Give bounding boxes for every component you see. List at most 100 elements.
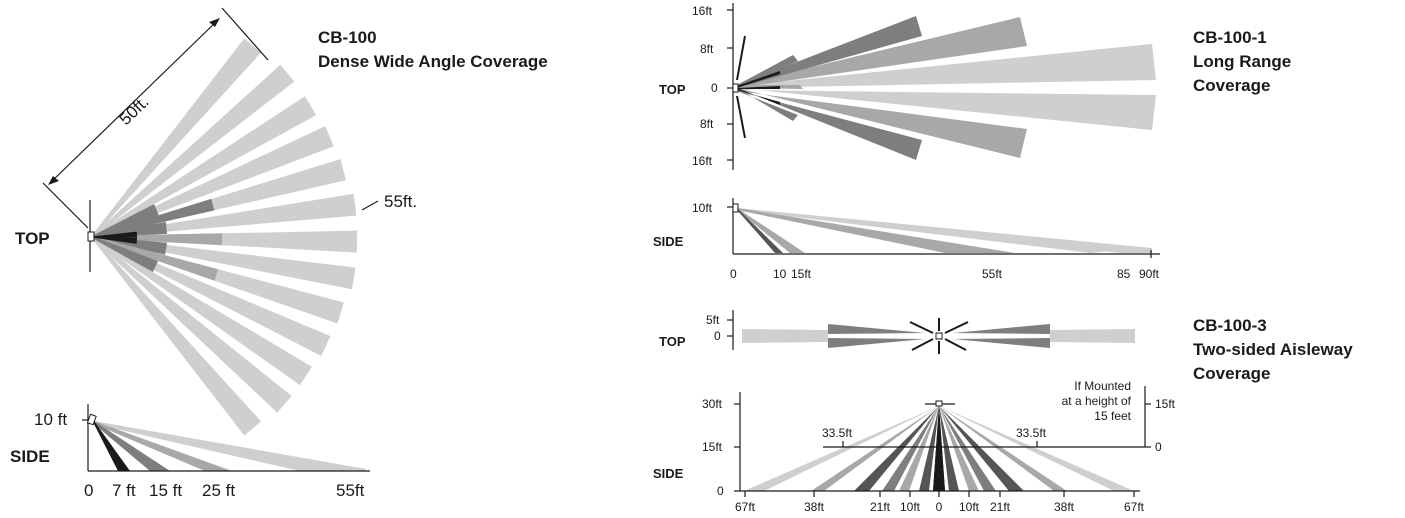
cb1003-spike [911,338,934,351]
cb1003-top-label: TOP [659,334,686,349]
cb1003-side-beam [939,406,979,491]
cb100-ext-line-b [221,7,269,61]
cb1001-panel: CB-100-1 Long Range Coverage 16ft 8ft 0 … [653,3,1291,281]
cb1001-bracket-top [736,35,746,81]
cb1003-side-beam [939,406,1134,491]
cb100-arrowhead-a [48,176,59,185]
cb1003-note-line2: at a height of [1062,394,1132,408]
cb100-x-tick-7: 7 ft [112,481,136,500]
cb1003-beam [953,324,1050,334]
cb1003-beam [1050,329,1135,343]
cb100-top-label: TOP [15,229,50,248]
cb1003-spike [944,338,967,351]
cb1001-top-label: TOP [659,82,686,97]
cb100-beam-inner [91,236,219,281]
cb100-beam [91,236,312,386]
cb1001-beam [737,17,1027,88]
cb1003-x-38-right: 38ft [1054,500,1075,514]
cb1001-y-16ft-a: 16ft [692,4,713,18]
cb1001-side-beam [737,208,805,253]
cb1003-side-beams [744,406,1134,491]
cb1001-x-10: 10 [773,267,787,281]
cb100-beam [91,64,295,238]
cb100-55-leader [361,200,379,211]
cb1001-side-beam [737,208,1152,253]
cb1003-x-0: 0 [936,500,943,514]
cb1003-x-67-left: 67ft [735,500,756,514]
cb1001-side-beam [737,208,783,253]
cb100-beam-inner [91,204,159,238]
cb1003-right-15ft: 15ft [1155,397,1176,411]
cb100-beam-core [92,231,138,238]
cb1001-sensor-icon [732,83,739,93]
cb1003-beam [828,338,925,348]
cb100-x-tick-15: 15 ft [149,481,182,500]
cb1003-y-5ft: 5ft [706,313,720,327]
cb1003-side-beam [899,406,939,491]
cb1003-x-67-right: 67ft [1124,500,1145,514]
cb1003-y-0b: 0 [717,484,724,498]
cb100-beam-inner [91,236,158,272]
cb1003-side-beam [854,406,939,491]
cb1001-title-line2: Long Range [1193,52,1291,71]
cb100-side-label: SIDE [10,447,50,466]
cb1003-title-line2: Two-sided Aisleway [1193,340,1353,359]
cb1001-beam [737,88,922,160]
cb1001-beam [737,88,780,105]
cb1003-beam [953,338,1050,348]
cb1001-y-0: 0 [711,81,718,95]
cb1003-side-beam [919,406,939,491]
cb1003-y-30ft: 30ft [702,397,723,411]
cb1003-panel: CB-100-3 Two-sided Aisleway Coverage 5ft… [653,310,1353,514]
cb1001-top-beams [737,16,1156,160]
cb1001-beam [737,86,780,89]
cb100-sensor-icon [87,231,95,242]
cb100-side-sensor [86,413,97,426]
cb1003-title-line3: Coverage [1193,364,1270,383]
cb1001-y-8ft-b: 8ft [700,117,714,131]
cb1003-y-15ft: 15ft [702,440,723,454]
cb100-side-height: 10 ft [34,410,67,429]
cb1001-beam [737,44,1156,88]
cb1001-beam [737,55,798,88]
cb100-beam [91,38,262,238]
cb1003-x-10-right: 10ft [959,500,980,514]
cb1003-side-beam [744,406,939,491]
cb1001-x-85: 85 [1117,267,1131,281]
cb1001-bracket-bottom [736,95,746,139]
cb1003-spike [944,321,969,334]
cb1003-side-beam [882,406,939,491]
cb1003-side-beam [939,406,1067,491]
cb100-beam-inner [91,236,167,255]
cb1003-x-21-left: 21ft [870,500,891,514]
cb100-dim-arrow [49,19,219,184]
cb100-title-desc: Dense Wide Angle Coverage [318,52,548,71]
cb100-x-tick-55: 55ft [336,481,365,500]
cb1001-beam [737,71,780,88]
cb100-side-beams [94,421,366,471]
cb1003-side-beam [933,406,945,491]
cb1003-sensor-icon [935,332,943,340]
cb1001-y-8ft-a: 8ft [700,42,714,56]
cb100-side-beam [94,421,130,471]
cb1003-dim-left: 33.5ft [822,426,853,440]
cb1001-title-line3: Coverage [1193,76,1270,95]
cb100-x-tick-0: 0 [84,481,93,500]
cb1003-side-beam [811,406,939,491]
cb100-side-beam [94,421,232,471]
cb1003-side-beam [939,406,996,491]
cb1003-x-10-left: 10ft [900,500,921,514]
cb100-beam-inner [91,198,215,238]
cb1003-x-38-left: 38ft [804,500,825,514]
cb1001-y-16ft-b: 16ft [692,154,713,168]
cb1001-x-55: 55ft [982,267,1003,281]
cb1001-beam [737,16,922,88]
cb1003-title-model: CB-100-3 [1193,316,1267,335]
cb1003-side-sensor [935,400,943,407]
cb100-beam [91,236,292,413]
cb1001-x-15: 15ft [791,267,812,281]
cb1003-spike [909,321,934,334]
cb1001-side-beams [737,208,1152,253]
cb100-panel: CB-100 Dense Wide Angle Coverage 50ft. 5… [10,7,548,500]
